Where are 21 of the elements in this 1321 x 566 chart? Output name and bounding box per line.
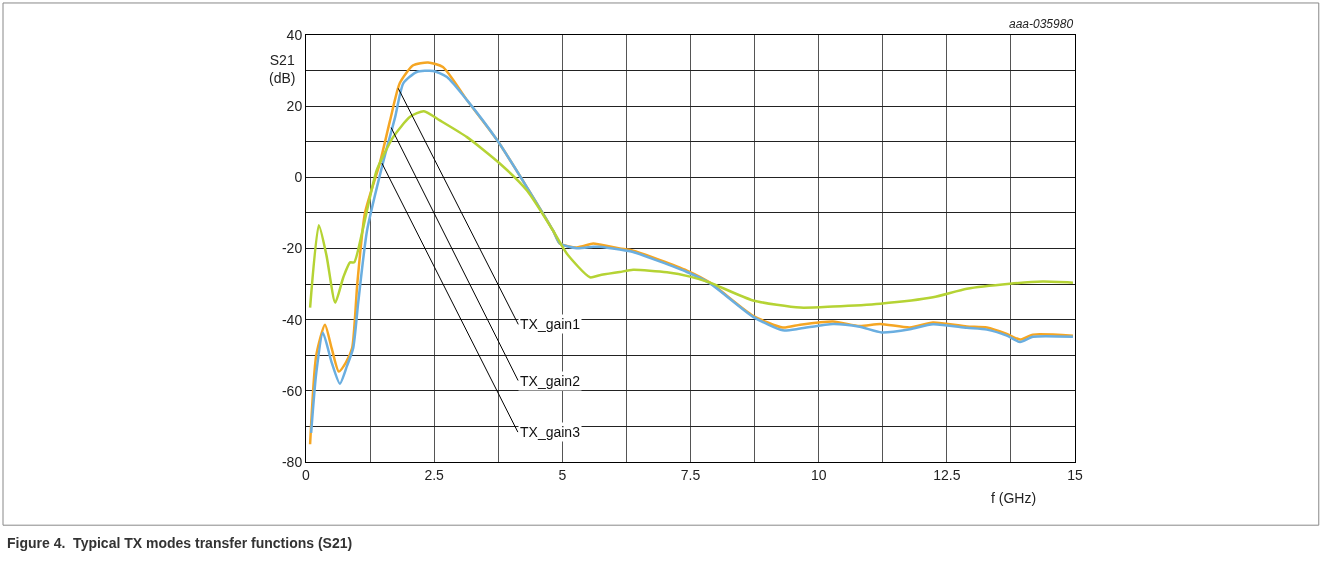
- x-tick-label: 2.5: [424, 466, 445, 483]
- x-tick-label: 15: [1067, 466, 1083, 483]
- x-tick-label: 5: [558, 466, 567, 483]
- line-series: [308, 109, 1075, 309]
- y-tick-label: 40: [286, 26, 303, 43]
- y-tick-label: -20: [281, 240, 303, 257]
- annotation: TX_gain1: [520, 316, 581, 332]
- y-tick-label: -80: [281, 453, 303, 470]
- annotation: TX_gain3: [520, 424, 581, 440]
- y-axis-title: S21 (dB): [269, 52, 296, 87]
- text: aaa-035980: [1009, 17, 1074, 31]
- x-tick-label: 10: [810, 466, 827, 483]
- annotation: TX_gain2: [520, 373, 581, 389]
- y-tick-label: 20: [286, 98, 303, 115]
- x-tick-label: 7.5: [680, 466, 701, 483]
- y-tick-label: -60: [281, 382, 303, 399]
- y-tick-label: -40: [281, 311, 303, 328]
- x-tick-label: 12.5: [933, 466, 961, 483]
- x-axis-title: f (GHz): [991, 490, 1037, 506]
- y-tick-label: 0: [294, 169, 303, 186]
- text: Figure 4. Typical TX modes transfer functions (S21): [7, 535, 353, 551]
